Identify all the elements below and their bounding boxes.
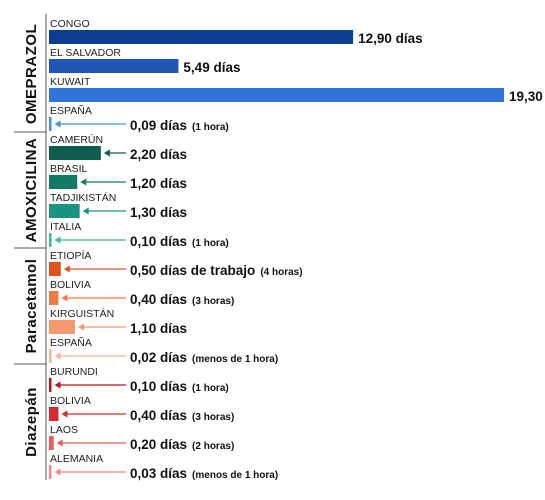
country-label: LAOS bbox=[50, 424, 78, 436]
bar bbox=[49, 59, 178, 73]
pointer-arrowhead bbox=[104, 150, 110, 157]
country-label: KIRGUISTÁN bbox=[50, 307, 114, 320]
value-label: 2,20 días bbox=[130, 147, 187, 162]
bar bbox=[49, 407, 58, 421]
bar bbox=[49, 233, 52, 247]
value-label: 0,10 días (1 hora) bbox=[130, 379, 229, 394]
group-label: Diazepán bbox=[23, 387, 40, 457]
bar bbox=[49, 465, 52, 479]
country-label: CONGO bbox=[50, 18, 90, 30]
value-label: 0,50 días de trabajo (4 horas) bbox=[130, 263, 303, 278]
country-label: ESPAÑA bbox=[50, 104, 92, 117]
pointer-arrowhead bbox=[55, 382, 61, 389]
bar bbox=[49, 378, 52, 392]
value-label: 19,30 días bbox=[509, 89, 545, 104]
country-label: BOLIVIA bbox=[50, 395, 91, 407]
value-label: 0,20 días (2 horas) bbox=[130, 437, 234, 452]
group-label: OMEPRAZOL bbox=[23, 24, 40, 124]
value-label: 1,10 días bbox=[130, 321, 187, 336]
value-label: 0,09 días (1 hora) bbox=[130, 118, 229, 133]
pointer-arrowhead bbox=[64, 266, 70, 273]
country-label: ESPAÑA bbox=[50, 336, 92, 349]
value-label: 12,90 días bbox=[358, 31, 423, 46]
value-label: 0,03 días (menos de 1 hora) bbox=[130, 466, 278, 481]
pointer-arrowhead bbox=[61, 295, 67, 302]
country-label: ITALIA bbox=[50, 221, 81, 233]
pointer-arrowhead bbox=[57, 440, 63, 447]
country-label: TADJIKISTÁN bbox=[50, 191, 116, 204]
country-label: BURUNDI bbox=[50, 366, 98, 378]
country-label: BRASIL bbox=[50, 163, 88, 175]
bar bbox=[49, 88, 504, 102]
bar bbox=[49, 175, 77, 189]
value-label: 0,40 días (3 horas) bbox=[130, 292, 234, 307]
pointer-arrowhead bbox=[83, 208, 89, 215]
bar bbox=[49, 204, 80, 218]
value-label: 0,02 días (menos de 1 hora) bbox=[130, 350, 278, 365]
value-label: 1,30 días bbox=[130, 205, 187, 220]
pointer-arrowhead bbox=[78, 324, 84, 331]
country-label: EL SALVADOR bbox=[50, 47, 121, 59]
group-label: Paracetamol bbox=[23, 259, 40, 354]
value-label: 1,20 días bbox=[130, 176, 187, 191]
country-label: KUWAIT bbox=[50, 76, 91, 88]
pointer-arrowhead bbox=[55, 353, 61, 360]
group-label: AMOXICILINA bbox=[23, 138, 40, 243]
value-label: 0,10 días (1 hora) bbox=[130, 234, 229, 249]
value-label: 5,49 días bbox=[183, 60, 240, 75]
pointer-arrowhead bbox=[55, 469, 61, 476]
pointer-arrowhead bbox=[61, 411, 67, 418]
bar bbox=[49, 146, 101, 160]
bar bbox=[49, 262, 61, 276]
pointer-arrowhead bbox=[80, 179, 86, 186]
bar bbox=[49, 117, 52, 131]
country-label: BOLIVIA bbox=[50, 279, 91, 291]
value-label: 0,40 días (3 horas) bbox=[130, 408, 234, 423]
country-label: CAMERÚN bbox=[50, 133, 103, 146]
pointer-arrowhead bbox=[55, 121, 61, 128]
bar bbox=[49, 320, 75, 334]
pointer-arrowhead bbox=[55, 237, 61, 244]
bar bbox=[49, 436, 54, 450]
bar bbox=[49, 349, 52, 363]
bar bbox=[49, 30, 353, 44]
country-label: ALEMANIA bbox=[50, 453, 103, 465]
country-label: ETIOPÍA bbox=[50, 249, 91, 262]
bar bbox=[49, 291, 58, 305]
